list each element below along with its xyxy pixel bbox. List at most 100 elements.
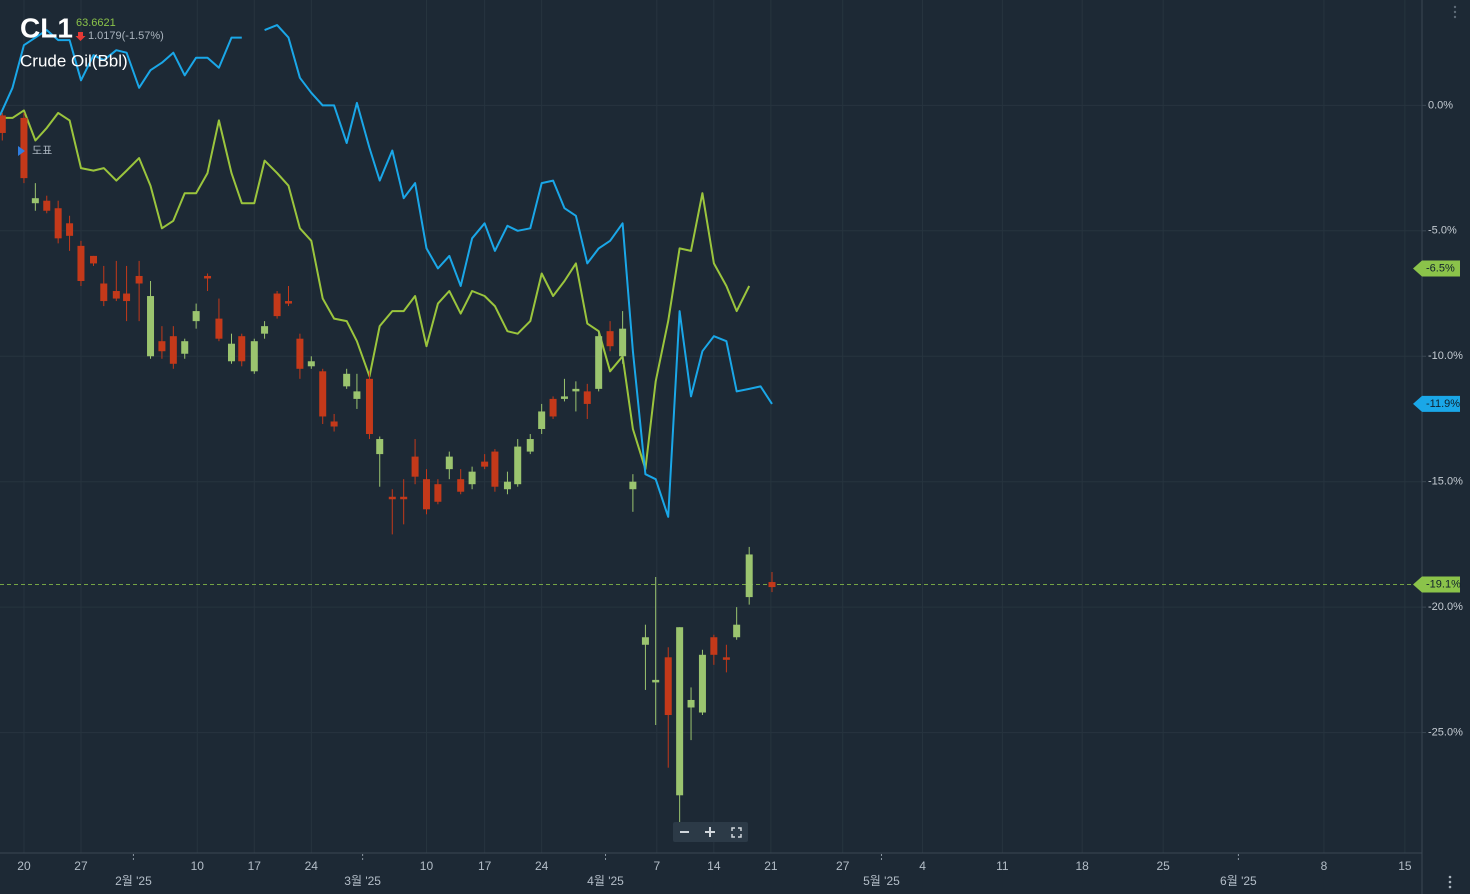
month-tick-label: 5월 '25 [863,874,900,888]
candle-body [147,296,155,357]
menu-dot [1453,15,1457,19]
price-tag-label: -6.5% [1426,262,1455,274]
candle-body [227,343,235,362]
comparison-line [0,24,773,518]
candle-body [560,396,568,399]
x-tick-label: 10 [191,859,205,873]
candle-body [411,456,419,477]
x-tick-label: 4 [919,859,926,873]
candle-body [491,451,499,487]
candle-body [181,341,189,354]
candle-body [710,637,718,655]
candle-body [273,293,281,317]
candle-body [31,198,39,204]
x-tick-label: 15 [1398,859,1412,873]
candle-body [307,361,315,367]
x-tick-label: 14 [707,859,721,873]
candle-body [687,699,695,708]
menu-bottom[interactable] [1448,875,1452,889]
x-tick-label: 18 [1076,859,1090,873]
menu-dot [1448,880,1452,884]
candle-body [343,373,351,387]
zoom-out-button[interactable] [675,823,695,841]
x-tick-label: 10 [420,859,434,873]
menu-top[interactable] [1453,5,1457,19]
y-tick-label: -10.0% [1428,350,1463,362]
candle-body [158,341,166,352]
candle-body [629,481,637,490]
candle-body [503,481,511,490]
candle-body [652,679,660,683]
y-tick-label: -15.0% [1428,476,1463,488]
price-tag-label: -19.1% [1426,578,1461,590]
candle-body [468,471,476,485]
x-tick-label: 21 [764,859,778,873]
candle-body [445,456,453,470]
candle-body [330,421,338,427]
candle-body [66,223,74,236]
x-tick-label: 24 [535,859,549,873]
candle-body [481,461,489,467]
month-tick-label: 2월 '25 [115,874,152,888]
y-tick-label: -25.0% [1428,726,1463,738]
fullscreen-hit[interactable] [726,823,746,841]
menu-dot [1453,10,1457,14]
candle-body [285,301,293,304]
candle-body [768,582,776,588]
candle-body [261,326,269,334]
x-tick-label: 20 [17,859,31,873]
candle-body [204,275,212,279]
price-tag-label: -11.9% [1426,398,1460,410]
candle-body [595,336,603,389]
candle-body [169,336,177,364]
price-change: 1.0179(-1.57%) [88,30,164,42]
symbol-title: CL1 [20,12,73,43]
y-tick-label: -5.0% [1428,225,1457,237]
candle-body [422,479,430,510]
x-tick-label: 24 [305,859,319,873]
menu-dot [1448,885,1452,889]
x-tick-label: 17 [478,859,492,873]
y-tick-label: -20.0% [1428,601,1463,613]
zoom-in-icon [705,827,715,837]
last-price: 63.6621 [76,17,116,29]
candle-body [238,336,246,362]
subtitle: Crude Oil(Bbl) [20,51,128,70]
x-tick-label: 7 [653,859,660,873]
x-tick-label: 8 [1321,859,1328,873]
zoom-controls [673,822,748,842]
candle-body [733,624,741,638]
candle-body [698,654,706,713]
candle-body [296,338,304,369]
candle-body [549,398,557,417]
fullscreen-button[interactable] [726,823,746,841]
candle-body [0,115,6,133]
price-tag [1413,576,1460,593]
candle-body [365,378,373,435]
candle-body [664,657,672,716]
candle-body [538,411,546,430]
candle-body [434,484,442,502]
month-tick-label: 4월 '25 [587,874,624,888]
month-tick-label: 6월 '25 [1220,874,1257,888]
candle-body [619,328,627,357]
x-tick-label: 17 [248,859,262,873]
candle-body [526,439,534,452]
candle-body [457,479,465,492]
candle-body [319,371,327,417]
marker-label: 도표 [32,145,52,157]
x-tick-label: 27 [836,859,850,873]
candle-body [572,388,580,392]
plot-area [0,24,1422,823]
marker-icon [18,146,25,156]
price-tag [1413,260,1460,277]
price-tag [1413,395,1460,412]
axes: 0.0% -5.0% -10.0% -15.0% -20.0% -25.0% 20 27 10 1… [17,99,1463,888]
month-tick-label: 3월 '25 [344,874,381,888]
candle-body [20,117,28,179]
zoom-in-button[interactable] [700,823,720,841]
candle-body [606,331,614,347]
candle-body [641,637,649,645]
candle-body [112,291,120,299]
